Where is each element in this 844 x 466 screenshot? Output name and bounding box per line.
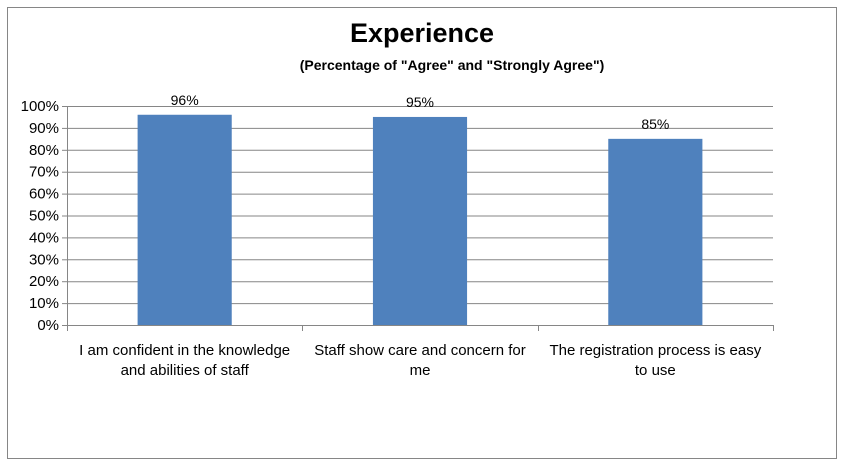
category-label: The registration process is easy <box>549 342 761 359</box>
chart-title: Experience <box>349 18 495 48</box>
y-tick-label: 70% <box>29 164 59 181</box>
y-tick-label: 100% <box>21 98 59 115</box>
bars <box>137 114 703 325</box>
y-tick-label: 10% <box>29 295 59 312</box>
category-label: and abilities of staff <box>121 362 250 379</box>
data-label: 95% <box>406 94 434 110</box>
axes: 0% 10% 20% 30% 40% 50% 60% 70% 80% 90% 100% <box>21 98 774 334</box>
y-tick-label: 50% <box>29 208 59 225</box>
category-label: me <box>410 362 431 379</box>
y-tick-label: 80% <box>29 142 59 159</box>
bar <box>137 114 232 325</box>
y-tick-label: 0% <box>37 317 59 334</box>
bar <box>372 116 468 325</box>
y-tick-label: 90% <box>29 120 59 137</box>
data-label: 96% <box>171 92 199 108</box>
y-tick-label: 60% <box>29 186 59 203</box>
y-tick-label: 20% <box>29 273 59 290</box>
category-label: I am confident in the knowledge <box>79 342 290 359</box>
chart-subtitle: (Percentage of "Agree" and "Strongly Agr… <box>299 57 605 73</box>
category-label: to use <box>635 362 676 379</box>
y-tick-label: 40% <box>29 229 59 246</box>
category-label: Staff show care and concern for <box>314 342 526 359</box>
data-label: 85% <box>641 116 669 132</box>
labels: 96% I am confident in the knowledge and ab… <box>79 92 762 379</box>
y-tick-label: 30% <box>29 251 59 268</box>
bar <box>608 138 703 325</box>
